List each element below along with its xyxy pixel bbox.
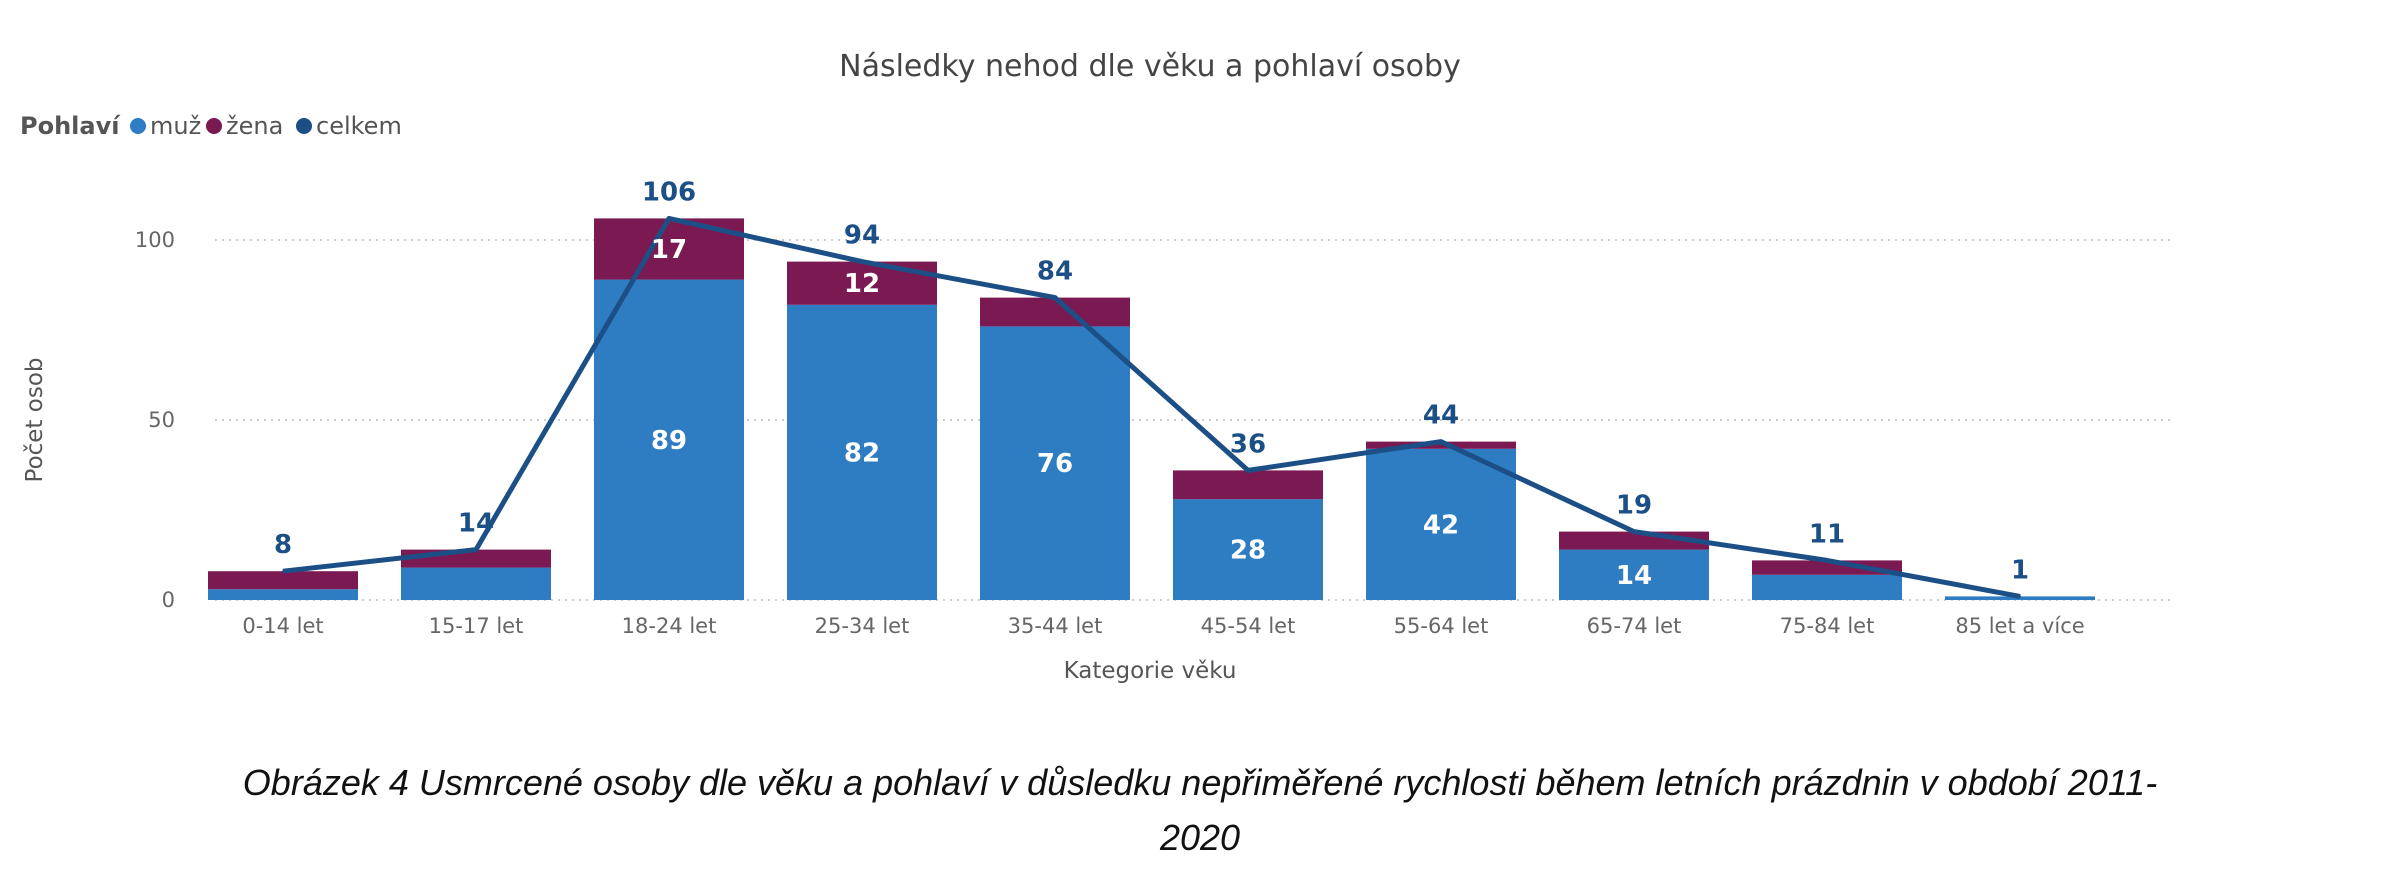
point-celkem-7 <box>1633 530 1635 533</box>
total-label-2: 106 <box>642 177 696 207</box>
bar-label-zena-2: 17 <box>651 235 687 265</box>
point-celkem-8 <box>1826 559 1828 562</box>
legend-title: Pohlaví <box>20 112 121 140</box>
bar-muz-6 <box>1366 448 1516 600</box>
bar-muz-3 <box>787 304 937 600</box>
x-tick-label: 55-64 let <box>1394 614 1489 638</box>
y-tick-label: 100 <box>135 228 175 252</box>
point-celkem-6 <box>1440 440 1442 443</box>
legend-marker-0 <box>130 118 146 134</box>
point-celkem-2 <box>668 217 670 220</box>
total-label-1: 14 <box>458 509 494 539</box>
point-celkem-1 <box>475 548 477 551</box>
figure-caption-line-2: 2020 <box>1159 817 1240 858</box>
point-celkem-5 <box>1247 469 1249 472</box>
x-tick-label: 75-84 let <box>1780 614 1875 638</box>
total-label-6: 44 <box>1423 401 1459 431</box>
total-label-4: 84 <box>1037 257 1073 287</box>
total-label-5: 36 <box>1230 429 1266 459</box>
bar-muz-5 <box>1173 499 1323 600</box>
bar-muz-8 <box>1752 574 1902 600</box>
total-label-9: 1 <box>2011 555 2029 585</box>
point-celkem-4 <box>1054 296 1056 299</box>
legend-label-2: celkem <box>316 112 402 140</box>
x-tick-label: 25-34 let <box>815 614 910 638</box>
point-celkem-0 <box>282 570 284 573</box>
x-axis-title: Kategorie věku <box>1064 658 1237 684</box>
point-celkem-3 <box>861 260 863 263</box>
total-label-0: 8 <box>274 530 292 560</box>
bar-zena-0 <box>208 571 358 590</box>
chart-title: Následky nehod dle věku a pohlaví osoby <box>839 49 1461 84</box>
x-tick-label: 0-14 let <box>242 614 323 638</box>
bar-label-muz-6: 42 <box>1423 510 1459 540</box>
x-tick-label: 15-17 let <box>429 614 524 638</box>
bar-zena-5 <box>1173 470 1323 500</box>
total-label-7: 19 <box>1616 491 1652 521</box>
legend-marker-1 <box>206 118 222 134</box>
legend: Pohlaví muž žena celkem <box>20 112 402 140</box>
bar-zena-4 <box>980 297 1130 327</box>
point-celkem-9 <box>2019 595 2021 598</box>
bar-label-muz-2: 89 <box>651 426 687 456</box>
bar-label-muz-3: 82 <box>844 438 880 468</box>
legend-label-0: muž <box>150 112 201 140</box>
x-tick-label: 45-54 let <box>1201 614 1296 638</box>
bar-label-zena-3: 12 <box>844 269 880 299</box>
bar-zena-8 <box>1752 560 1902 575</box>
x-tick-label: 18-24 let <box>622 614 717 638</box>
legend-marker-2 <box>296 118 312 134</box>
line-celkem <box>282 215 2021 599</box>
bar-label-muz-5: 28 <box>1230 536 1266 566</box>
bar-muz-0 <box>208 589 358 600</box>
bar-muz-9 <box>1945 596 2095 600</box>
legend-label-1: žena <box>226 112 283 140</box>
bar-label-muz-4: 76 <box>1037 449 1073 479</box>
bar-zena-1 <box>401 549 551 568</box>
total-label-3: 94 <box>844 221 880 251</box>
x-tick-label: 65-74 let <box>1587 614 1682 638</box>
y-axis-title: Počet osob <box>22 358 48 483</box>
bar-muz-4 <box>980 326 1130 600</box>
bar-zena-6 <box>1366 441 1516 449</box>
bar-muz-1 <box>401 567 551 600</box>
bar-muz-7 <box>1559 549 1709 600</box>
bar-muz-2 <box>594 279 744 600</box>
y-tick-label: 0 <box>162 588 175 612</box>
bar-label-muz-7: 14 <box>1616 561 1652 591</box>
total-label-8: 11 <box>1809 519 1845 549</box>
x-tick-label: 35-44 let <box>1008 614 1103 638</box>
y-tick-label: 50 <box>148 408 175 432</box>
x-tick-label: 85 let a více <box>1955 614 2084 638</box>
figure-caption-line-1: Obrázek 4 Usmrcené osoby dle věku a pohl… <box>243 762 2157 803</box>
